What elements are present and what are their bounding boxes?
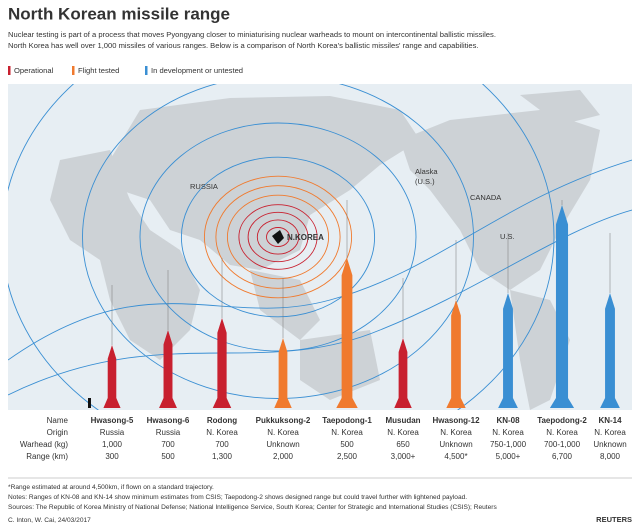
range-ring <box>238 204 318 270</box>
table-cell: KN-08 <box>496 416 520 425</box>
legend: Operational Flight tested In development o… <box>8 66 243 75</box>
land <box>110 96 420 270</box>
table-cell: 8,000 <box>600 452 621 461</box>
range-rings <box>8 84 632 410</box>
table-cell: 700-1,000 <box>544 440 581 449</box>
missile <box>600 293 620 408</box>
map-label: U.S. <box>500 232 515 241</box>
title: North Korean missile range <box>8 4 230 23</box>
table-cell: Taepodong-1 <box>322 416 372 425</box>
table-cell: N. Korea <box>331 428 363 437</box>
table-cell: Unknown <box>593 440 626 449</box>
map-label: Alaska <box>415 167 438 176</box>
range-ring <box>203 175 353 299</box>
range-ring <box>266 227 290 247</box>
footnote: Sources: The Republic of Korea Ministry … <box>8 504 498 511</box>
missile <box>498 293 518 408</box>
range-ring <box>226 194 330 280</box>
legend-swatch <box>8 66 11 75</box>
table-cell: Pukkuksong-2 <box>256 416 311 425</box>
map-label: N.KOREA <box>287 233 324 242</box>
table-cell: 2,500 <box>337 452 358 461</box>
range-ring <box>256 219 300 255</box>
legend-label: In development or untested <box>151 66 243 75</box>
table-cell: 500 <box>161 452 175 461</box>
map-label: RUSSIA <box>190 182 218 191</box>
range-ring <box>247 211 309 263</box>
missile <box>159 330 177 408</box>
range-ring <box>139 122 417 352</box>
footnote: Notes: Ranges of KN-08 and KN-14 show mi… <box>8 494 467 501</box>
table-cell: N. Korea <box>492 428 524 437</box>
missile <box>103 345 121 408</box>
range-ring <box>8 159 632 361</box>
table-cell: 700 <box>215 440 229 449</box>
legend-label: Operational <box>14 66 54 75</box>
table-cell: 750-1,000 <box>490 440 527 449</box>
table-cell: 2,000 <box>273 452 294 461</box>
missile <box>336 258 358 408</box>
table-cell: N. Korea <box>594 428 626 437</box>
logo: REUTERS <box>596 515 632 524</box>
missile <box>274 338 292 408</box>
intro: Nuclear testing is part of a process tha… <box>8 30 496 39</box>
row-label: Name <box>47 416 69 425</box>
row-label: Range (km) <box>26 452 68 461</box>
land <box>50 150 200 360</box>
table-cell: Hwasong-6 <box>147 416 190 425</box>
range-ring <box>215 185 341 289</box>
range-ring <box>82 84 474 399</box>
legend-swatch <box>72 66 75 75</box>
table-cell: 300 <box>105 452 119 461</box>
table-cell: 1,000 <box>102 440 123 449</box>
map-label: CANADA <box>470 193 501 202</box>
table-cell: KN-14 <box>598 416 622 425</box>
credit: C. Inton, W. Cai, 24/03/2017 <box>8 517 91 524</box>
table-cell: N. Korea <box>387 428 419 437</box>
table-cell: Taepodong-2 <box>537 416 587 425</box>
table-cell: Hwasong-5 <box>91 416 134 425</box>
missile <box>394 338 412 408</box>
row-label: Warhead (kg) <box>20 440 69 449</box>
table-cell: Unknown <box>439 440 472 449</box>
table-cell: 700 <box>161 440 175 449</box>
table-cell: Unknown <box>266 440 299 449</box>
table-cell: N. Korea <box>440 428 472 437</box>
range-ring <box>8 209 632 396</box>
row-label: Origin <box>47 428 68 437</box>
intro: North Korea has well over 1,000 missiles… <box>8 41 479 50</box>
table-cell: 3,000+ <box>391 452 416 461</box>
table-cell: Musudan <box>385 416 420 425</box>
table-cell: Rodong <box>207 416 237 425</box>
legend-label: Flight tested <box>78 66 119 75</box>
range-ring <box>8 84 555 410</box>
table-cell: 4,500* <box>444 452 467 461</box>
missile <box>549 205 575 408</box>
footnote: *Range estimated at around 4,500km, if f… <box>8 484 214 491</box>
missile <box>212 318 232 408</box>
table-cell: N. Korea <box>546 428 578 437</box>
table-cell: 1,300 <box>212 452 233 461</box>
missile <box>446 300 466 408</box>
missiles <box>88 200 620 408</box>
map-label: (U.S.) <box>415 177 435 186</box>
n-korea-shape <box>272 230 284 244</box>
land <box>510 290 570 410</box>
table-cell: 650 <box>396 440 410 449</box>
table-cell: 500 <box>340 440 354 449</box>
land <box>520 90 600 125</box>
table-cell: N. Korea <box>267 428 299 437</box>
table-cell: Hwasong-12 <box>432 416 480 425</box>
table-cell: N. Korea <box>206 428 238 437</box>
table-cell: 6,700 <box>552 452 573 461</box>
table: Name Origin Warhead (kg) Range (km) Hwasong-… <box>20 416 627 461</box>
table-cell: 5,000+ <box>496 452 521 461</box>
range-ring <box>180 156 376 318</box>
table-cell: Russia <box>100 428 125 437</box>
map: RUSSIA Alaska (U.S.) CANADA U.S. N.KOREA <box>8 84 632 410</box>
table-cell: Russia <box>156 428 181 437</box>
legend-swatch <box>145 66 148 75</box>
human-scale <box>88 398 91 408</box>
